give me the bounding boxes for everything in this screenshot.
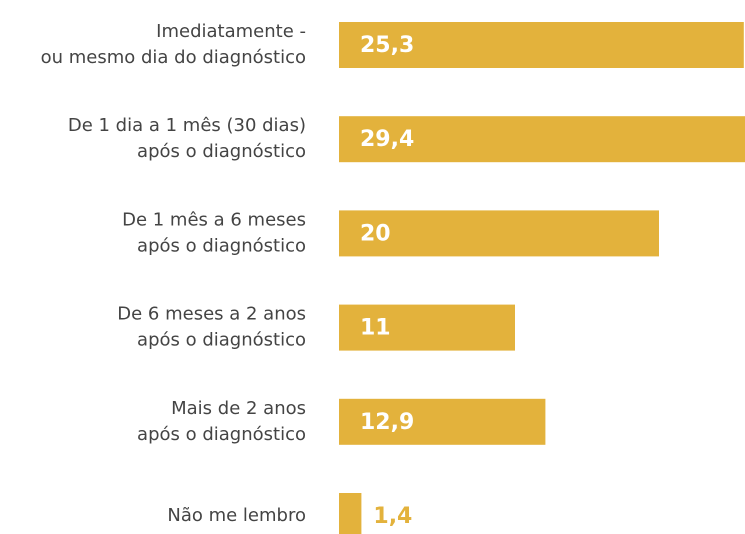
category-label: De 1 dia a 1 mês (30 dias) após o diagnós… [68, 115, 306, 162]
category-line: De 6 meses a 2 anos [117, 304, 306, 325]
category-line: Não me lembro [167, 505, 306, 526]
category-line: após o diagnóstico [137, 141, 306, 162]
value-label: 20 [360, 221, 391, 246]
value-label: 11 [360, 316, 391, 341]
category-line: após o diagnóstico [137, 424, 306, 445]
category-line: De 1 dia a 1 mês (30 dias) [68, 115, 306, 136]
category-label: De 6 meses a 2 anos após o diagnóstico [117, 304, 306, 351]
value-label: 12,9 [360, 410, 414, 435]
category-line: após o diagnóstico [137, 235, 306, 256]
category-line: após o diagnóstico [137, 330, 306, 351]
value-label: 1,4 [373, 504, 412, 529]
category-label: Mais de 2 anos após o diagnóstico [137, 398, 306, 445]
category-line: De 1 mês a 6 meses [122, 209, 306, 230]
category-line: Imediatamente - [156, 21, 306, 42]
category-line: ou mesmo dia do diagnóstico [41, 47, 306, 68]
category-label: Não me lembro [167, 505, 306, 526]
bar [339, 22, 744, 68]
bar [339, 210, 659, 257]
bar [339, 493, 362, 534]
category-line: Mais de 2 anos [171, 398, 306, 419]
value-label: 25,3 [360, 33, 414, 58]
category-label: De 1 mês a 6 meses após o diagnóstico [122, 209, 306, 256]
bar [339, 304, 515, 351]
category-label: Imediatamente - ou mesmo dia do diagnósti… [41, 21, 306, 68]
value-label: 29,4 [360, 127, 414, 152]
bar [339, 398, 546, 445]
bar [339, 116, 745, 163]
